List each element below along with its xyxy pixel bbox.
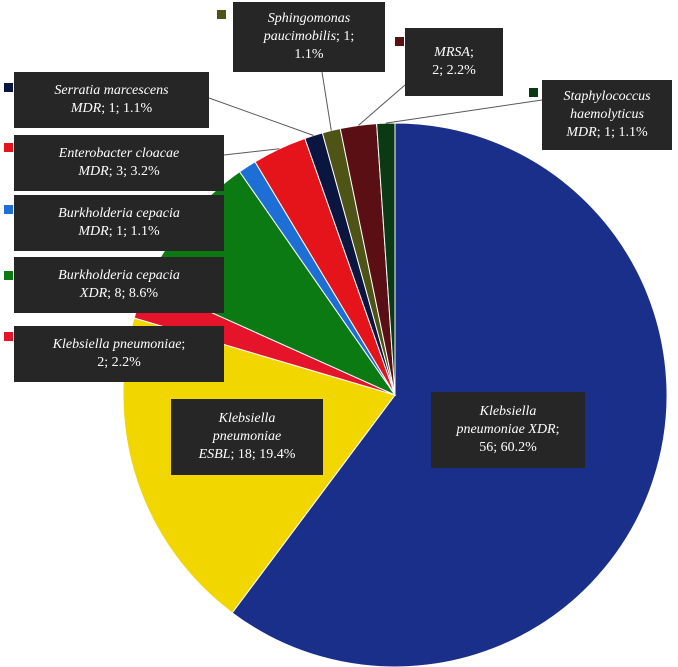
data-label-4: Burkholderia cepacia MDR; 1; 1.1%: [14, 195, 224, 251]
data-label-9: Staphylococcus haemolyticus MDR; 1; 1.1%: [542, 80, 672, 150]
data-label-0: Klebsiella pneumoniae XDR; 56; 60.2%: [431, 392, 585, 468]
leader-line-9: [385, 99, 543, 124]
leader-line-5: [223, 148, 280, 156]
data-label-8: MRSA; 2; 2.2%: [405, 28, 503, 96]
legend-marker-7: [217, 10, 226, 19]
legend-marker-4: [4, 205, 13, 214]
leader-line-6: [208, 97, 314, 136]
legend-marker-3: [4, 271, 13, 280]
data-label-7: Sphingomonas paucimobilis; 1; 1.1%: [233, 2, 385, 72]
leader-line-8: [358, 84, 406, 126]
data-label-2: Klebsiella pneumoniae; 2; 2.2%: [14, 326, 224, 382]
legend-marker-6: [4, 83, 13, 92]
pie-slice-9: [376, 122, 396, 396]
data-label-1: Klebsiella pneumoniae ESBL; 18; 19.4%: [171, 399, 323, 475]
data-label-5: Enterobacter cloacae MDR; 3; 3.2%: [14, 135, 224, 191]
leader-line-7: [321, 71, 332, 131]
legend-marker-5: [4, 143, 13, 152]
legend-marker-2: [4, 332, 13, 341]
data-label-6: Serratia marcescens MDR; 1; 1.1%: [14, 72, 209, 128]
legend-marker-8: [395, 37, 404, 46]
data-label-3: Burkholderia cepacia XDR; 8; 8.6%: [14, 257, 224, 313]
legend-marker-9: [529, 88, 538, 97]
